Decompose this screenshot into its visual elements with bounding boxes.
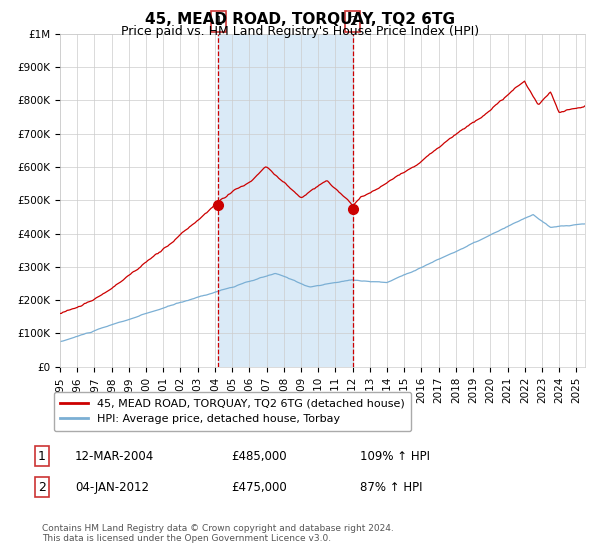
Text: 12-MAR-2004: 12-MAR-2004: [75, 450, 154, 463]
Text: Price paid vs. HM Land Registry's House Price Index (HPI): Price paid vs. HM Land Registry's House …: [121, 25, 479, 38]
Text: £485,000: £485,000: [231, 450, 287, 463]
Bar: [218, 34, 353, 367]
Legend: 45, MEAD ROAD, TORQUAY, TQ2 6TG (detached house), HPI: Average price, detached h: 45, MEAD ROAD, TORQUAY, TQ2 6TG (detache…: [53, 392, 412, 431]
Text: 2: 2: [38, 480, 46, 494]
Text: 2: 2: [349, 15, 357, 28]
Text: £475,000: £475,000: [231, 480, 287, 494]
Text: 109% ↑ HPI: 109% ↑ HPI: [360, 450, 430, 463]
Text: 1: 1: [38, 450, 46, 463]
Text: Contains HM Land Registry data © Crown copyright and database right 2024.
This d: Contains HM Land Registry data © Crown c…: [42, 524, 394, 543]
Text: 87% ↑ HPI: 87% ↑ HPI: [360, 480, 422, 494]
Text: 04-JAN-2012: 04-JAN-2012: [75, 480, 149, 494]
Text: 45, MEAD ROAD, TORQUAY, TQ2 6TG: 45, MEAD ROAD, TORQUAY, TQ2 6TG: [145, 12, 455, 27]
Text: 1: 1: [214, 15, 222, 28]
